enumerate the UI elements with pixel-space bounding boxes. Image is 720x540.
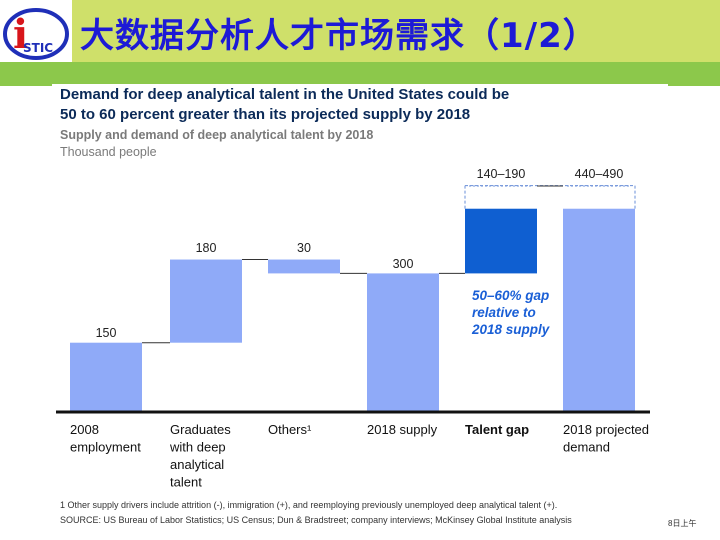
logo-text: STIC (23, 41, 53, 55)
category-label-6-line-1: 2018 projected (563, 422, 649, 437)
value-label-4: 300 (393, 257, 414, 271)
gap-annotation-line-2: relative to (472, 305, 536, 320)
category-label-4-line-1: 2018 supply (367, 422, 438, 437)
logo-letter: i (13, 11, 28, 58)
category-label-1-line-2: employment (70, 440, 141, 455)
bar-2 (170, 259, 242, 343)
bar-3 (268, 259, 340, 274)
istic-logo: i STIC (3, 8, 69, 60)
category-label-2-line-4: talent (170, 475, 202, 490)
slide-title: 大数据分析人才市场需求（1/2） (80, 16, 598, 56)
value-label-2: 180 (196, 241, 217, 255)
chart-subtitle: Supply and demand of deep analytical tal… (60, 128, 374, 142)
category-label-1-line-1: 2008 (70, 422, 99, 437)
source-note: SOURCE: US Bureau of Labor Statistics; U… (60, 515, 572, 525)
category-label-2-line-2: with deep (169, 440, 226, 455)
value-label-5: 140–190 (477, 167, 526, 181)
category-label-2-line-3: analytical (170, 457, 224, 472)
green-divider-bar (0, 62, 720, 86)
bar-6 (563, 208, 635, 412)
gap-annotation-line-1: 50–60% gap (472, 288, 549, 303)
date-stamp: 8日上午 (668, 519, 697, 528)
value-label-6: 440–490 (575, 167, 624, 181)
gap-annotation-line-3: 2018 supply (471, 322, 551, 337)
category-label-3-line-1: Others¹ (268, 422, 312, 437)
bar-1 (70, 342, 142, 412)
category-label-5-line-1: Talent gap (465, 422, 529, 437)
chart-units: Thousand people (60, 145, 157, 159)
category-label-2-line-1: Graduates (170, 422, 231, 437)
value-label-1: 150 (96, 326, 117, 340)
value-label-3: 30 (297, 241, 311, 255)
headline-line-2: 50 to 60 percent greater than its projec… (60, 106, 471, 123)
footnote: 1 Other supply drivers include attrition… (60, 500, 558, 510)
bar-5 (465, 208, 537, 274)
header-band (72, 0, 720, 62)
bar-4 (367, 273, 439, 412)
headline-line-1: Demand for deep analytical talent in the… (60, 86, 510, 103)
category-label-6-line-2: demand (563, 440, 610, 455)
